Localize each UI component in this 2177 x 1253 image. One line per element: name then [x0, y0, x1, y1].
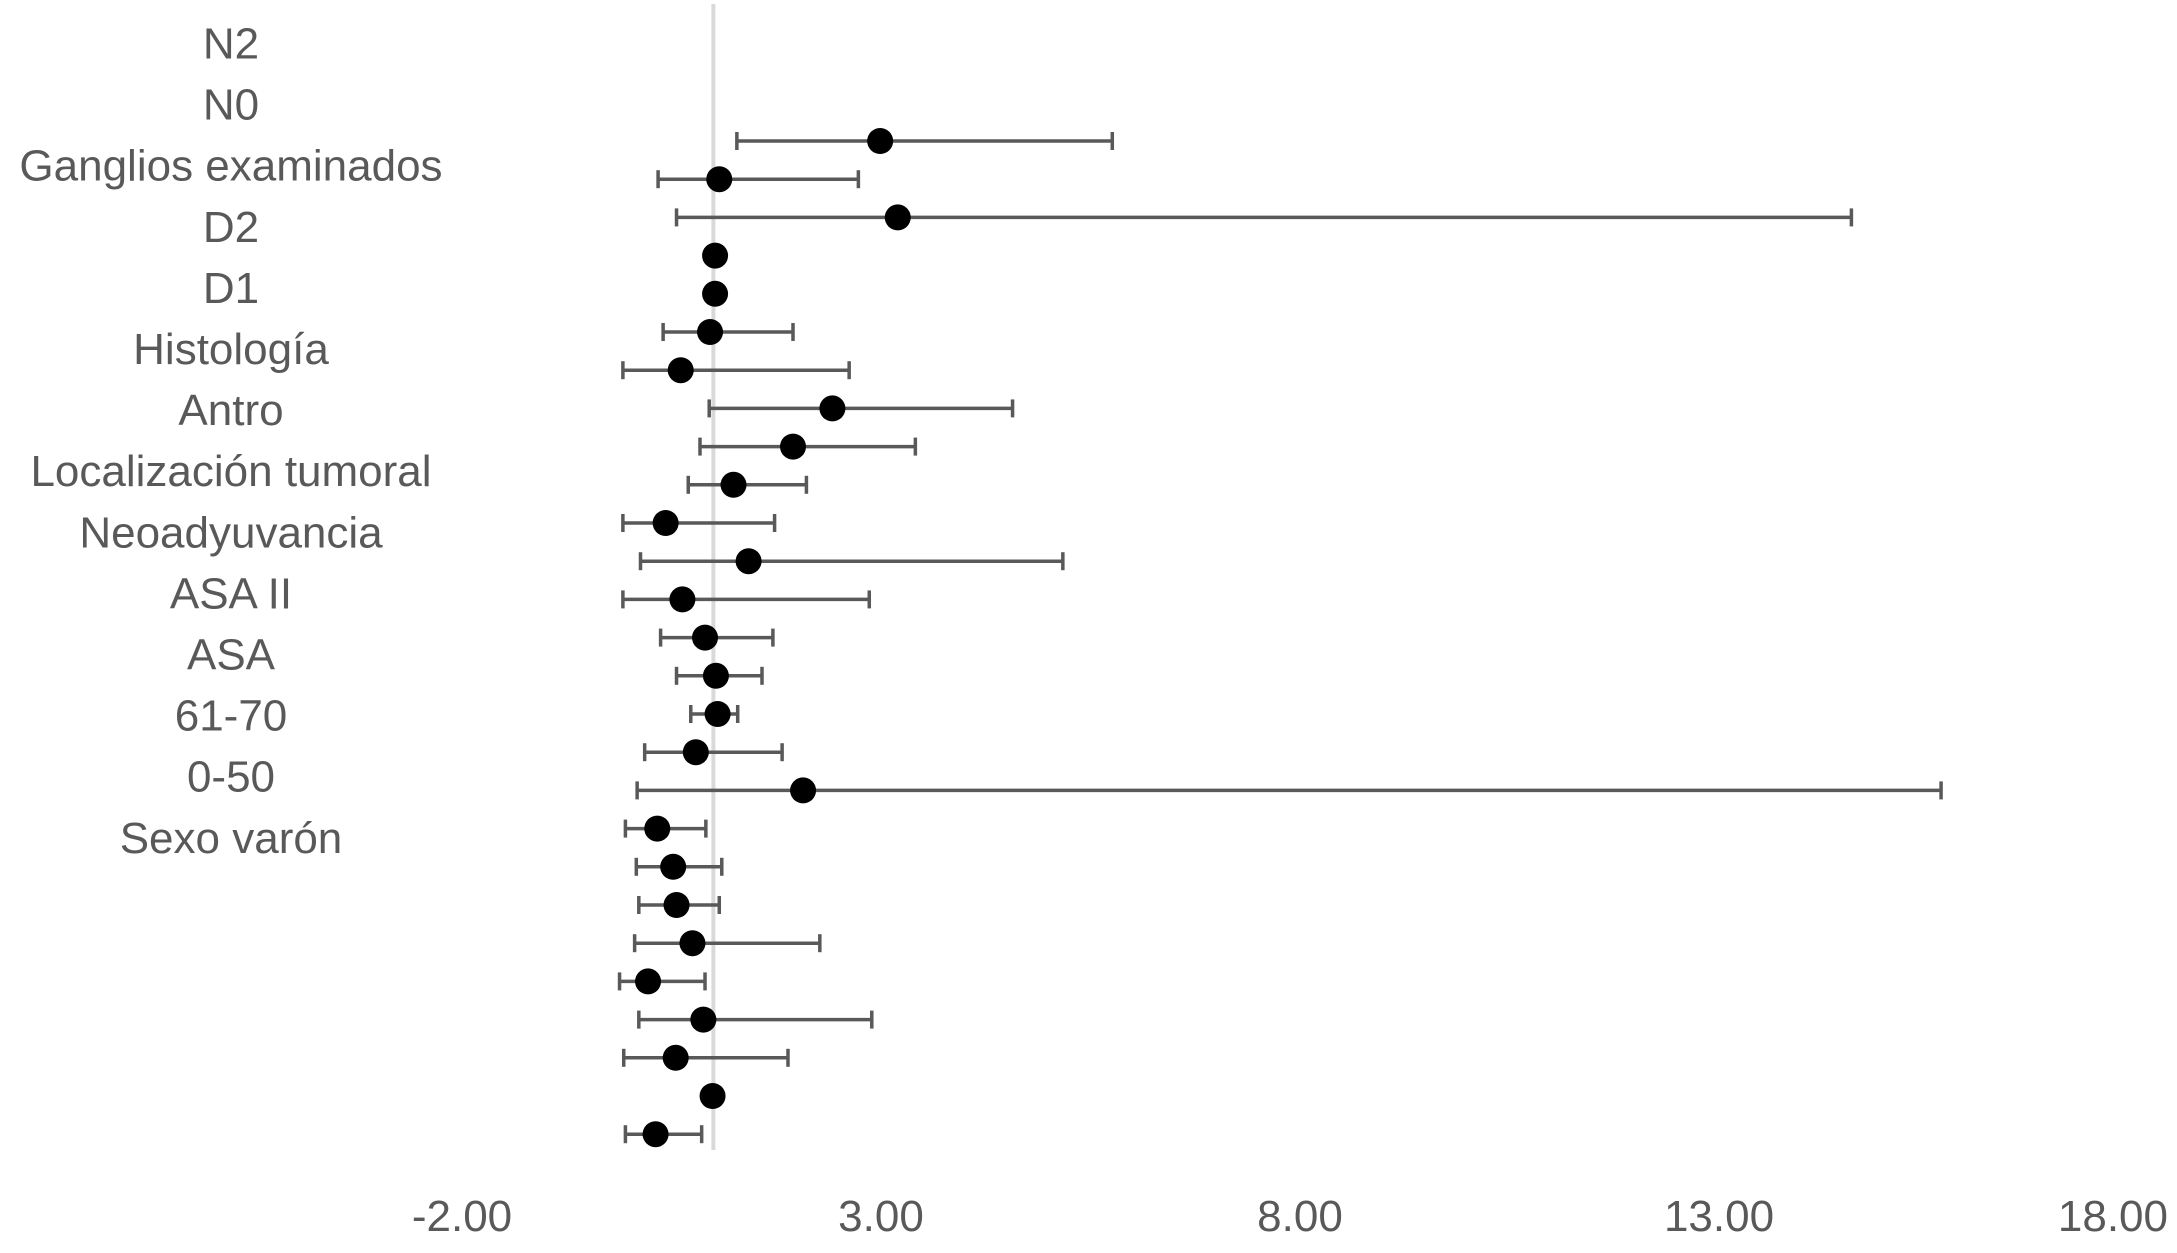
error-bars-layer [617, 132, 1943, 1144]
category-label: ASA [187, 631, 276, 680]
x-tick-label: 8.00 [1257, 1192, 1343, 1241]
data-point [790, 777, 817, 804]
data-point [644, 815, 671, 842]
data-point [702, 242, 729, 269]
x-axis-tick-labels-layer: -2.00 3.00 8.00 13.00 18.00 [412, 1192, 2168, 1241]
data-point [642, 1121, 669, 1148]
category-label: N0 [203, 81, 259, 130]
data-point [697, 319, 724, 345]
category-label: Histología [133, 325, 329, 374]
data-point [720, 471, 747, 498]
category-label: ASA II [170, 569, 292, 618]
x-tick-label: 3.00 [838, 1192, 924, 1241]
data-point [679, 930, 706, 957]
data-point [669, 586, 696, 613]
data-point [635, 968, 662, 995]
category-label: Antro [178, 386, 283, 435]
data-point [699, 1083, 726, 1109]
data-point [735, 548, 762, 575]
data-point [884, 204, 911, 231]
category-label: Sexo varón [120, 814, 343, 863]
category-label: Localización tumoral [30, 447, 431, 496]
data-point [690, 1006, 717, 1033]
data-point [706, 166, 733, 193]
data-point [667, 357, 694, 384]
data-point [702, 662, 729, 689]
category-label: Ganglios examinados [19, 142, 442, 191]
data-point [682, 739, 709, 766]
data-point [660, 853, 687, 880]
data-point [663, 892, 690, 918]
data-point [780, 433, 807, 460]
data-point [704, 701, 731, 727]
data-point [867, 128, 894, 154]
category-labels-layer: N2 N0 Ganglios examinados D2 D1 Histología Ant… [19, 20, 442, 863]
data-point [652, 510, 679, 536]
x-tick-label: 13.00 [1664, 1192, 1774, 1241]
data-point [662, 1044, 689, 1071]
category-label: 0-50 [187, 753, 275, 802]
category-label: Neoadyuvancia [79, 508, 383, 557]
category-label: 61-70 [175, 692, 288, 741]
category-label: D1 [203, 264, 259, 313]
category-label: N2 [203, 20, 259, 69]
data-point [702, 280, 729, 307]
category-label: D2 [203, 203, 259, 252]
x-tick-label: 18.00 [2058, 1192, 2168, 1241]
x-tick-label: -2.00 [412, 1192, 512, 1241]
data-point [692, 624, 719, 651]
points-layer [635, 128, 911, 1148]
data-point [819, 395, 846, 422]
